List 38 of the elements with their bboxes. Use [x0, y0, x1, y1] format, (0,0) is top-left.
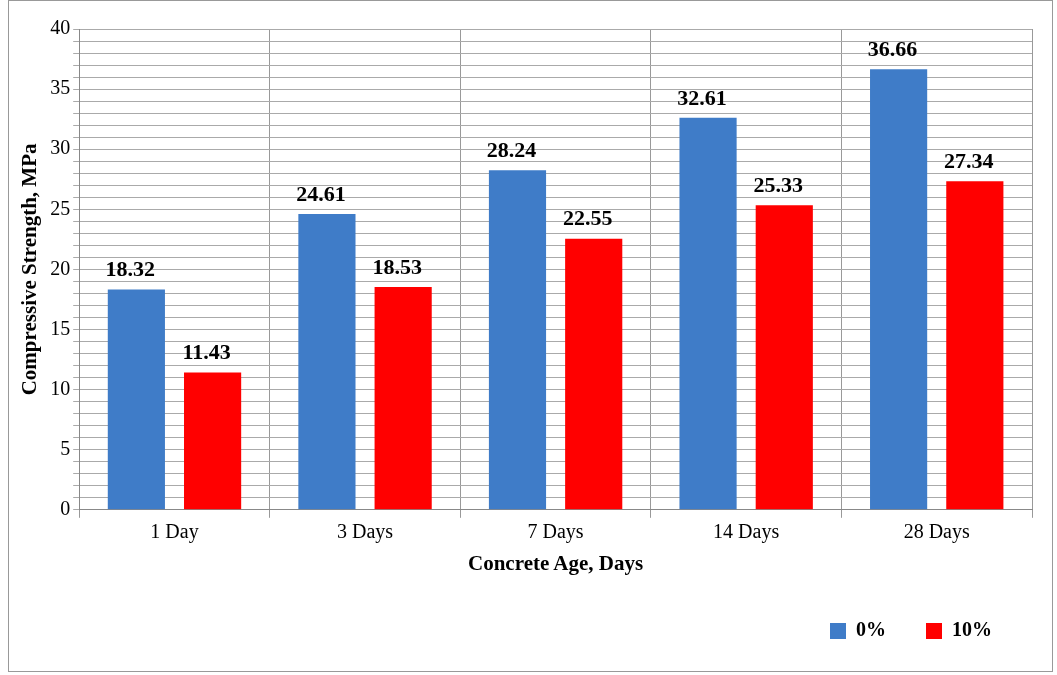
y-tick-label: 5 — [60, 436, 71, 459]
bar — [755, 205, 813, 510]
bar — [679, 117, 737, 510]
data-label: 11.43 — [182, 339, 231, 365]
data-label: 24.61 — [296, 180, 346, 206]
x-tick-label: 7 Days — [527, 520, 584, 544]
x-tick-label: 28 Days — [903, 520, 970, 544]
y-tick-label: 0 — [60, 497, 71, 520]
x-tick-label: 14 Days — [713, 520, 780, 544]
bar — [107, 289, 165, 510]
bar — [946, 181, 1004, 510]
y-tick-label: 35 — [50, 76, 71, 99]
bar — [870, 69, 928, 510]
bar — [184, 372, 242, 510]
bar — [374, 287, 432, 510]
data-label: 32.61 — [677, 84, 727, 110]
bar — [298, 213, 356, 510]
bar — [565, 238, 623, 510]
data-label: 22.55 — [562, 205, 613, 231]
data-label: 36.66 — [867, 35, 918, 61]
y-tick-label: 30 — [50, 136, 71, 159]
legend-label: 10% — [952, 618, 992, 641]
y-tick-label: 40 — [50, 16, 71, 39]
y-tick-label: 15 — [50, 316, 71, 339]
x-tick-label: 3 Days — [336, 520, 394, 544]
x-axis-title: Concrete Age, Days — [468, 550, 644, 575]
bar — [488, 170, 547, 510]
data-label: 28.24 — [486, 137, 537, 163]
y-tick-label: 10 — [50, 376, 71, 399]
data-label: 18.53 — [372, 253, 422, 279]
data-label: 18.32 — [105, 256, 156, 282]
y-tick-label: 25 — [50, 196, 71, 219]
data-label: 27.34 — [944, 147, 994, 173]
legend-label: 0% — [856, 618, 886, 641]
data-label: 25.33 — [753, 172, 804, 198]
y-tick-label: 20 — [50, 256, 71, 279]
x-tick-label: 1 Day — [150, 520, 199, 544]
y-axis-title: Compressive Strength, MPa — [17, 143, 42, 396]
